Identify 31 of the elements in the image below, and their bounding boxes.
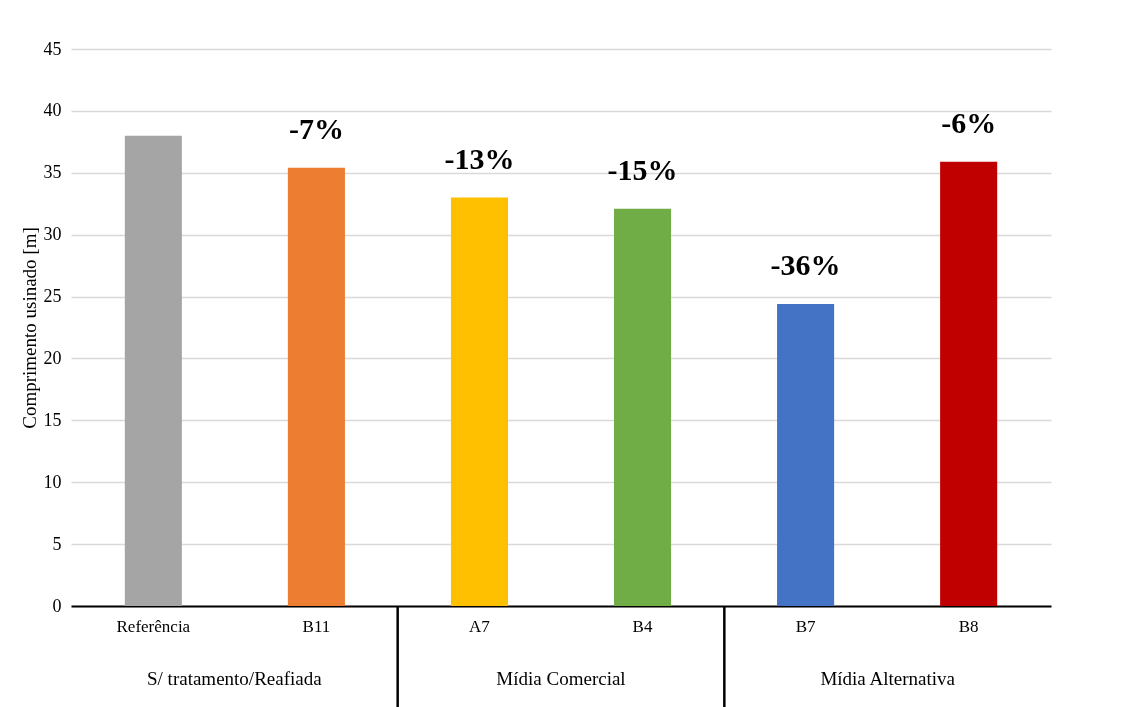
bar: [450, 197, 508, 606]
text: Mídia Comercial: [496, 668, 626, 689]
annotation: -6%: [941, 105, 997, 139]
bar: [777, 303, 835, 606]
bar: [124, 135, 182, 606]
annotation: -36%: [770, 247, 841, 281]
y-tick-label: 15: [43, 409, 62, 430]
x-tick-label: B8: [958, 616, 979, 636]
annotation: -15%: [607, 152, 678, 186]
x-tick-label: B7: [795, 616, 817, 636]
text: Mídia Alternativa: [820, 668, 956, 689]
annotation: -7%: [288, 111, 344, 145]
y-tick-label: 0: [52, 595, 62, 616]
bar: [614, 208, 672, 606]
y-tick-label: 45: [43, 38, 62, 59]
y-axis-title: Comprimento usinado [m]: [18, 227, 40, 429]
y-tick-label: 35: [43, 162, 62, 183]
bar: [287, 167, 345, 606]
bar: [940, 161, 998, 606]
y-tick-label: 20: [43, 347, 62, 368]
y-tick-label: 25: [43, 286, 62, 307]
text: S/ tratamento/Reafiada: [147, 668, 323, 689]
y-tick-label: 30: [43, 224, 62, 245]
y-tick-label: 10: [43, 471, 62, 492]
y-tick-label: 40: [43, 100, 62, 121]
x-tick-label: A7: [469, 616, 491, 636]
x-tick-label: Referência: [116, 616, 191, 636]
annotation: -13%: [444, 141, 515, 175]
y-tick-label: 5: [52, 533, 62, 554]
x-tick-label: B4: [632, 616, 653, 636]
x-tick-label: B11: [302, 616, 331, 636]
